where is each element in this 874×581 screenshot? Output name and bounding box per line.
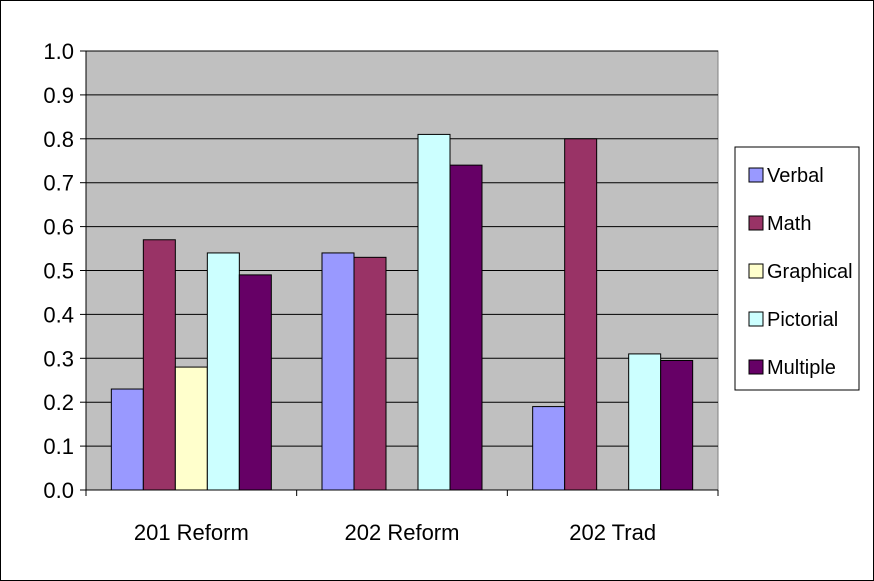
bar-pictorial-1 [417, 133, 451, 491]
legend-label: Math [767, 213, 811, 235]
y-tick-label: 0.8 [43, 127, 74, 152]
legend-label: Multiple [767, 357, 836, 379]
legend-swatch [748, 167, 764, 183]
y-tick-label: 0.0 [43, 478, 74, 503]
x-tick-label: 202 Trad [569, 520, 656, 545]
y-tick-label: 1.0 [43, 39, 74, 64]
y-tick-label: 0.6 [43, 215, 74, 240]
legend-label: Graphical [767, 261, 853, 283]
x-tick-label: 202 Reform [345, 520, 460, 545]
legend-swatch [748, 263, 764, 279]
bar-verbal-2 [532, 406, 566, 491]
y-tick-label: 0.3 [43, 346, 74, 371]
bar-multiple-2 [660, 359, 694, 491]
bar-verbal-0 [110, 388, 144, 491]
y-tick-label: 0.5 [43, 259, 74, 284]
legend-label: Verbal [767, 165, 824, 187]
bar-pictorial-2 [628, 353, 662, 491]
y-tick-label: 0.9 [43, 83, 74, 108]
bar-multiple-0 [238, 274, 272, 491]
legend-swatch [748, 311, 764, 327]
y-axis-tick-labels: 0.0 0.1 0.2 0.3 0.4 0.5 0.6 0.7 0.8 0.9 1.0 [43, 39, 74, 503]
y-tick-label: 0.4 [43, 302, 74, 327]
legend-swatch [748, 359, 764, 375]
bar-multiple-1 [449, 164, 483, 491]
legend-swatch [748, 215, 764, 231]
x-axis-tick-labels: 201 Reform 202 Reform 202 Trad [134, 520, 656, 545]
bar-pictorial-0 [206, 252, 240, 491]
bar-math-0 [142, 239, 176, 491]
legend-label: Pictorial [767, 309, 838, 331]
bar-graphical-0 [174, 366, 208, 491]
gridlines [86, 50, 718, 447]
x-tick-label: 201 Reform [134, 520, 249, 545]
bar-math-2 [564, 138, 598, 491]
y-tick-label: 0.7 [43, 171, 74, 196]
y-tick-label: 0.1 [43, 434, 74, 459]
bar-math-1 [353, 256, 387, 491]
bar-verbal-1 [321, 252, 355, 491]
axes [80, 50, 719, 496]
legend: Verbal Math Graphical Pictorial Multiple [734, 146, 860, 391]
y-tick-label: 0.2 [43, 390, 74, 415]
